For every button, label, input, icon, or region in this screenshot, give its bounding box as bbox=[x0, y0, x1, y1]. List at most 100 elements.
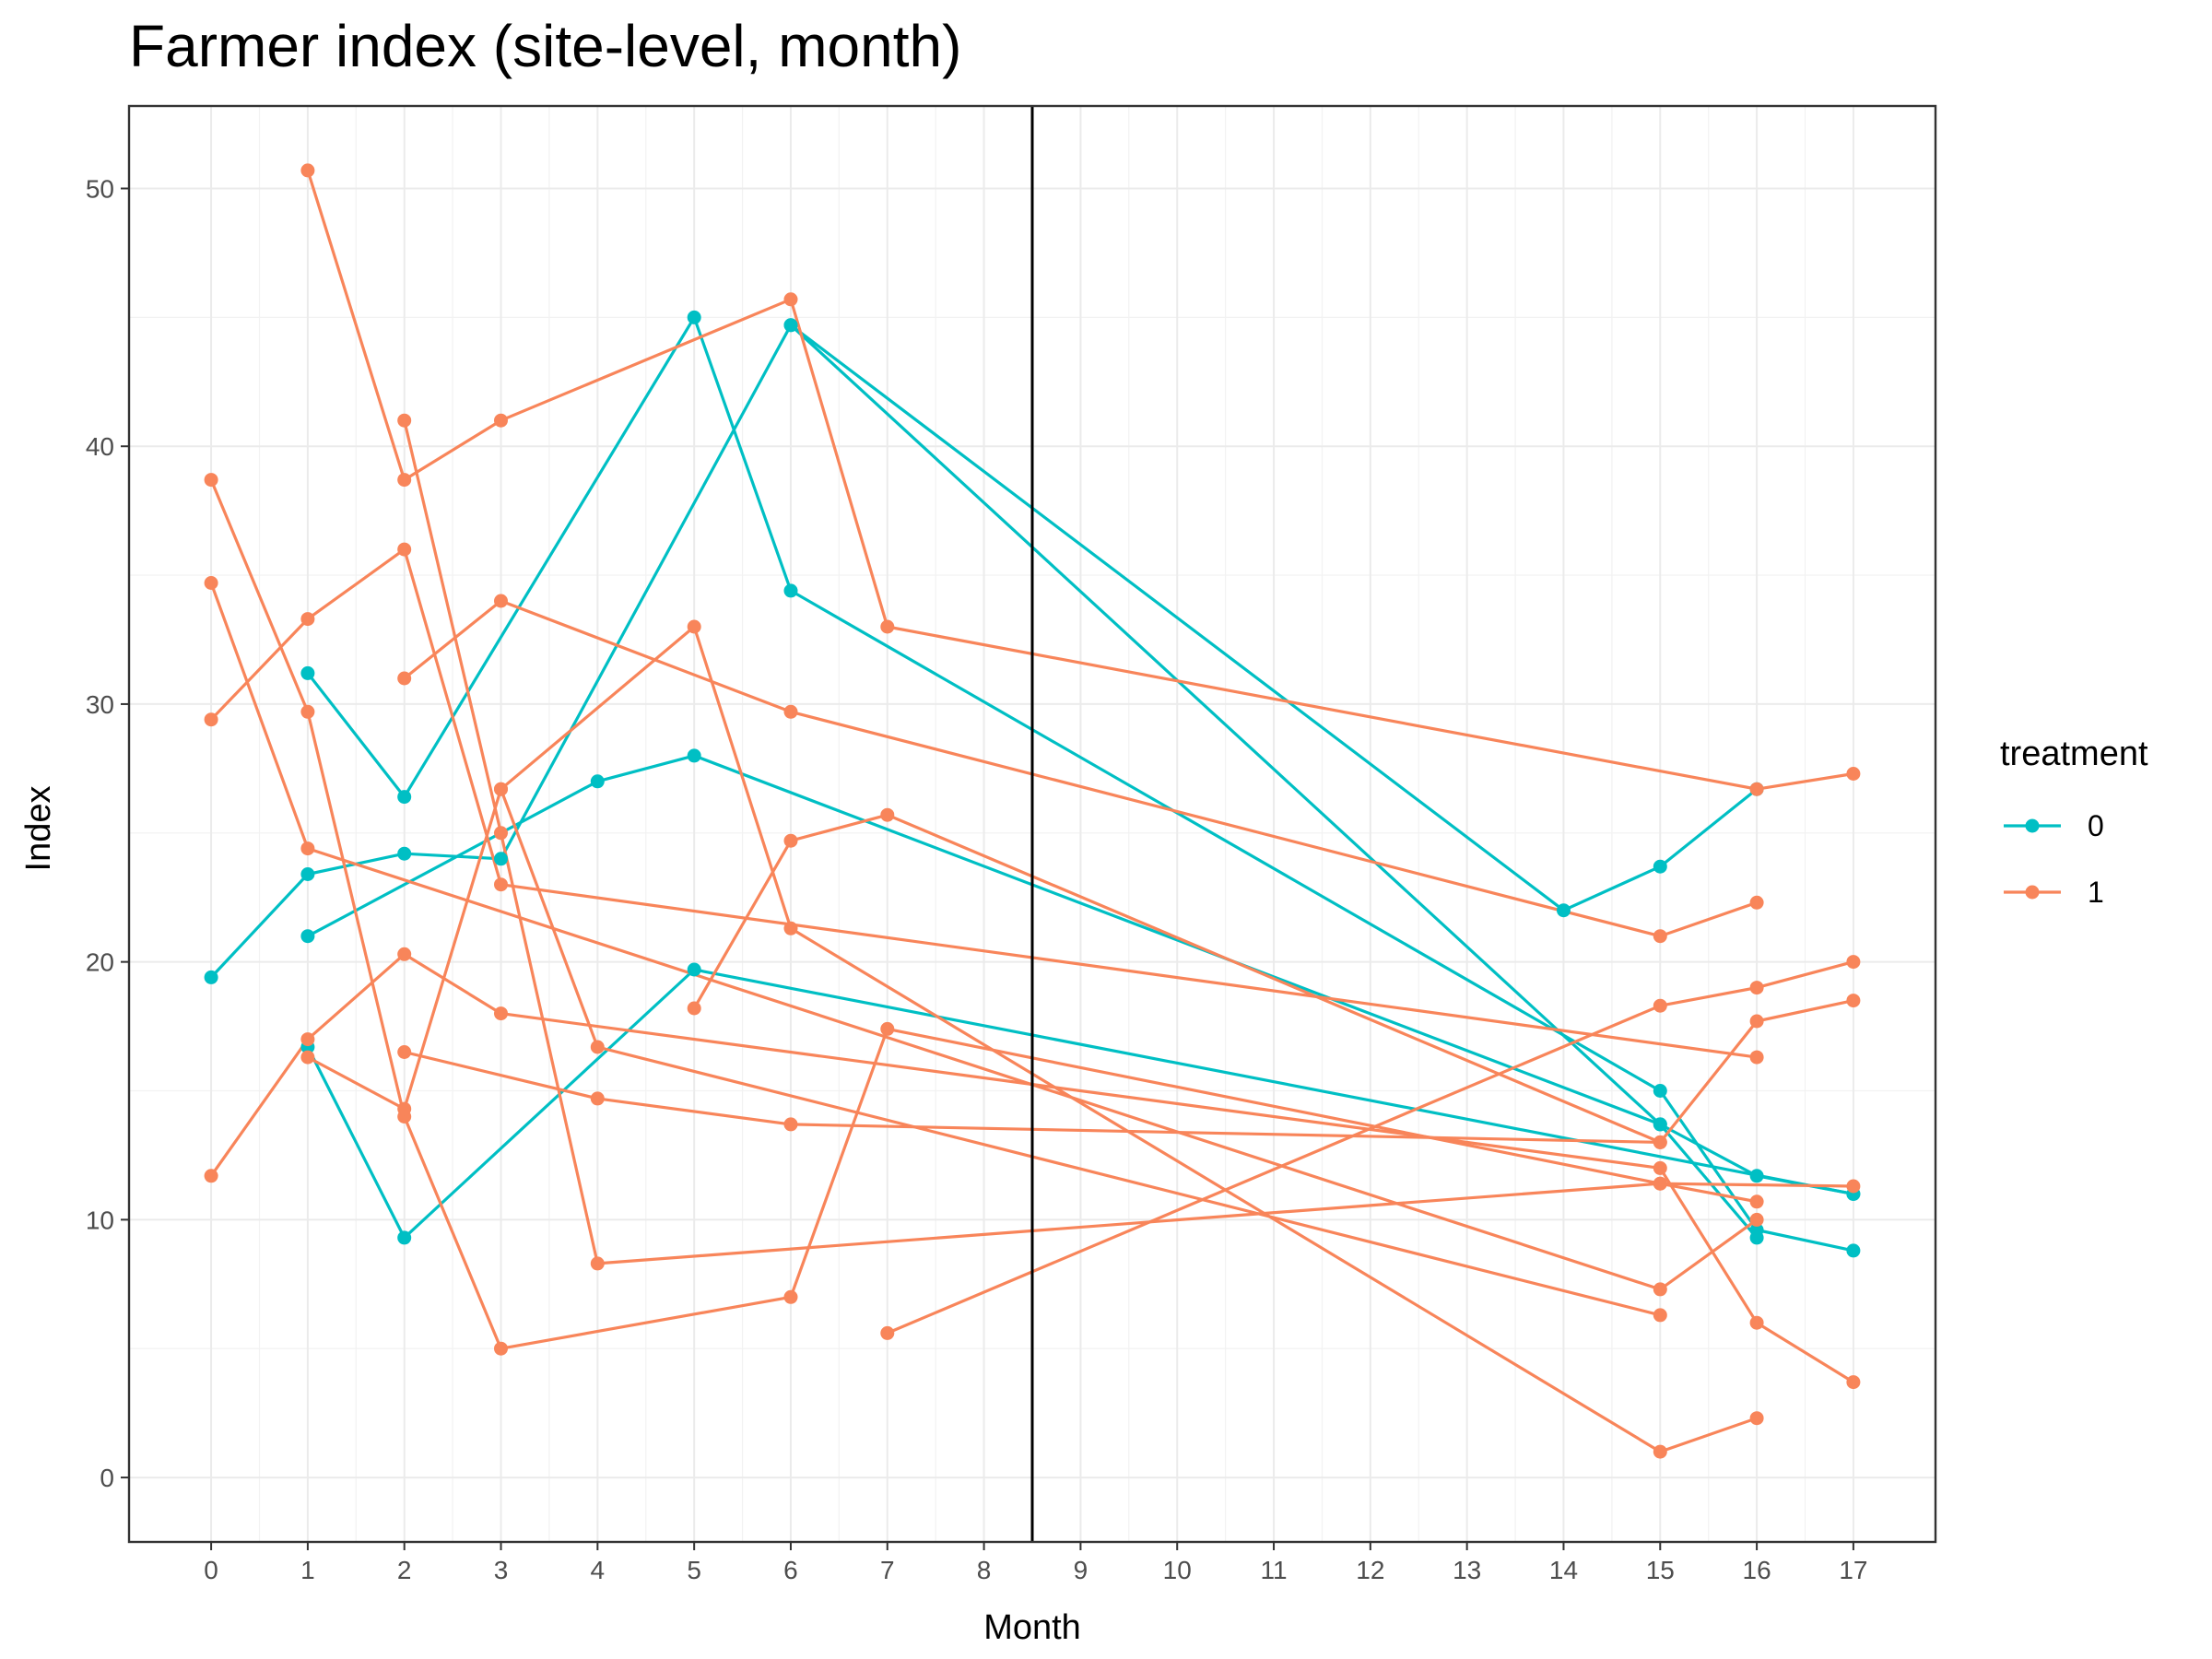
data-point-1 bbox=[783, 921, 798, 935]
legend: treatment 0 1 bbox=[2000, 735, 2148, 909]
data-point-1 bbox=[783, 704, 798, 719]
y-tick-label: 10 bbox=[86, 1206, 114, 1234]
data-point-1 bbox=[397, 473, 412, 488]
data-point-1 bbox=[783, 833, 798, 848]
data-layer bbox=[204, 106, 1861, 1542]
data-point-1 bbox=[1749, 1050, 1764, 1065]
data-point-1 bbox=[397, 1045, 412, 1059]
x-tick-label: 17 bbox=[1839, 1556, 1867, 1584]
x-tick-label: 6 bbox=[783, 1556, 798, 1584]
data-point-1 bbox=[397, 413, 412, 428]
data-point-1 bbox=[204, 576, 218, 590]
data-point-1 bbox=[1653, 1444, 1667, 1459]
data-point-1 bbox=[1749, 981, 1764, 995]
data-point-0 bbox=[397, 846, 412, 861]
x-tick-label: 5 bbox=[687, 1556, 701, 1584]
data-point-1 bbox=[1846, 955, 1861, 970]
data-point-1 bbox=[397, 542, 412, 557]
data-point-1 bbox=[880, 619, 895, 634]
x-tick-label: 13 bbox=[1453, 1556, 1481, 1584]
data-point-0 bbox=[494, 852, 508, 866]
panel-border bbox=[127, 104, 1937, 1544]
series-line-0 bbox=[306, 968, 1854, 1240]
data-point-0 bbox=[590, 774, 605, 789]
data-point-1 bbox=[1749, 1411, 1764, 1426]
series-line-1 bbox=[209, 478, 1853, 1350]
x-tick-label: 11 bbox=[1260, 1556, 1287, 1584]
data-point-0 bbox=[687, 748, 701, 763]
y-tick-label: 30 bbox=[86, 690, 114, 719]
x-axis-title: Month bbox=[983, 1608, 1081, 1647]
data-point-1 bbox=[687, 619, 701, 634]
data-point-0 bbox=[687, 310, 701, 324]
data-point-1 bbox=[300, 612, 315, 627]
x-tick-label: 12 bbox=[1356, 1556, 1384, 1584]
data-point-1 bbox=[494, 1341, 508, 1356]
legend-label-0: 0 bbox=[2088, 809, 2104, 842]
data-point-1 bbox=[1653, 1308, 1667, 1323]
data-point-1 bbox=[1653, 998, 1667, 1013]
data-point-1 bbox=[880, 1325, 895, 1340]
data-point-1 bbox=[1653, 1160, 1667, 1175]
data-point-0 bbox=[1653, 859, 1667, 874]
data-point-0 bbox=[1653, 1117, 1667, 1132]
x-tick-label: 2 bbox=[397, 1556, 412, 1584]
data-point-0 bbox=[1846, 1243, 1861, 1258]
data-point-1 bbox=[494, 782, 508, 796]
data-point-1 bbox=[494, 413, 508, 428]
data-point-1 bbox=[494, 826, 508, 841]
data-point-0 bbox=[1749, 1223, 1764, 1237]
legend-title: treatment bbox=[2000, 735, 2148, 773]
data-point-1 bbox=[1653, 1176, 1667, 1191]
data-point-1 bbox=[1749, 782, 1764, 796]
x-tick-label: 4 bbox=[591, 1556, 606, 1584]
data-point-1 bbox=[204, 712, 218, 727]
data-point-1 bbox=[1749, 1194, 1764, 1209]
data-point-1 bbox=[783, 292, 798, 307]
y-tick-label: 40 bbox=[86, 432, 114, 461]
legend-label-1: 1 bbox=[2088, 876, 2104, 909]
data-point-1 bbox=[1749, 1315, 1764, 1330]
data-point-1 bbox=[204, 1169, 218, 1183]
data-point-0 bbox=[204, 970, 218, 984]
data-point-1 bbox=[1749, 895, 1764, 910]
data-point-0 bbox=[397, 1230, 412, 1245]
data-point-0 bbox=[1749, 1169, 1764, 1183]
data-point-0 bbox=[300, 929, 315, 944]
data-point-0 bbox=[783, 583, 798, 598]
data-point-1 bbox=[300, 1050, 315, 1065]
data-point-1 bbox=[397, 947, 412, 961]
data-point-1 bbox=[300, 704, 315, 719]
y-tick-label: 20 bbox=[86, 948, 114, 977]
data-point-1 bbox=[397, 671, 412, 686]
data-point-1 bbox=[1653, 1135, 1667, 1149]
data-point-0 bbox=[1653, 1084, 1667, 1098]
data-point-0 bbox=[300, 665, 315, 680]
data-point-1 bbox=[687, 1001, 701, 1016]
data-point-1 bbox=[300, 1032, 315, 1047]
x-tick-label: 0 bbox=[204, 1556, 218, 1584]
data-point-0 bbox=[397, 790, 412, 805]
data-point-1 bbox=[494, 877, 508, 892]
data-point-1 bbox=[590, 1256, 605, 1271]
data-point-1 bbox=[1846, 767, 1861, 781]
data-point-1 bbox=[1653, 1282, 1667, 1297]
data-point-1 bbox=[397, 1101, 412, 1116]
x-tick-label: 14 bbox=[1549, 1556, 1578, 1584]
data-point-0 bbox=[1557, 903, 1571, 918]
data-point-1 bbox=[1749, 1014, 1764, 1029]
series-line-1 bbox=[692, 813, 1661, 1144]
data-point-1 bbox=[300, 841, 315, 856]
data-point-1 bbox=[783, 1289, 798, 1304]
data-point-1 bbox=[880, 1021, 895, 1036]
data-point-1 bbox=[1653, 929, 1667, 944]
x-tick-label: 7 bbox=[880, 1556, 895, 1584]
data-point-1 bbox=[494, 1006, 508, 1021]
data-point-1 bbox=[1846, 994, 1861, 1008]
y-axis-title: Index bbox=[19, 786, 58, 872]
series-line-1 bbox=[209, 582, 1759, 1291]
data-point-1 bbox=[783, 1117, 798, 1132]
x-tick-label: 16 bbox=[1743, 1556, 1771, 1584]
